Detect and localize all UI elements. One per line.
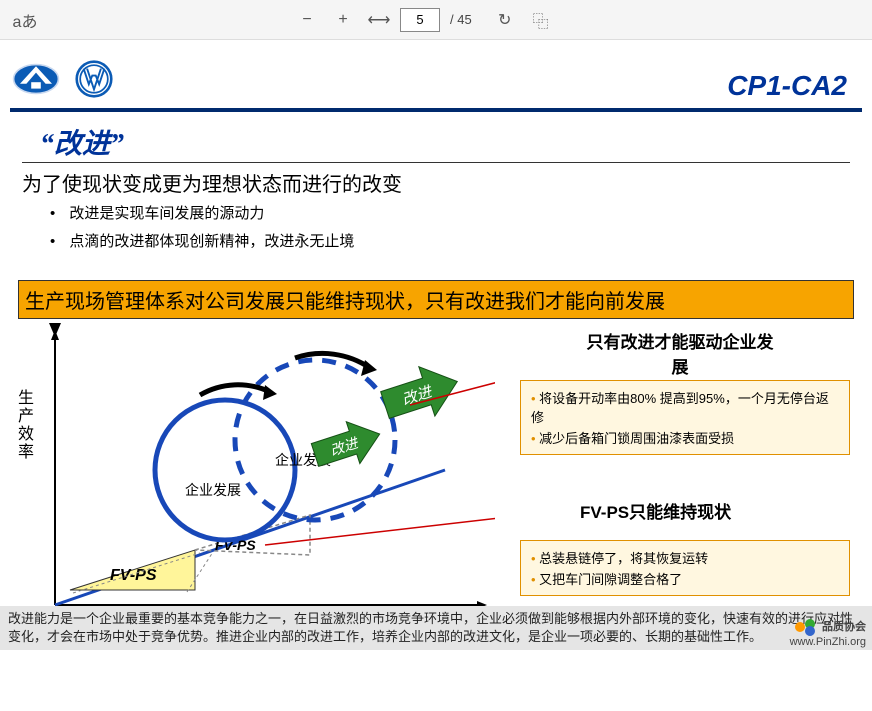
page-total-label: / 45 <box>450 12 472 27</box>
pdf-toolbar: aあ − + ⟷ / 45 ↻ ⿻ <box>0 0 872 40</box>
vw-logo-icon <box>70 60 118 98</box>
list-item: 减少后备箱门锁周围油漆表面受损 <box>531 427 839 448</box>
pinzhi-logo-icon <box>793 618 819 636</box>
list-item: 又把车门间隙调整合格了 <box>531 568 839 589</box>
watermark: 品质协会 www.PinZhi.org <box>790 618 866 648</box>
slide-content: CP1-CA2 “改进” 为了使现状变成更为理想状态而进行的改变 改进是实现车间… <box>0 40 872 650</box>
bullet-item: 点滴的改进都体现创新精神，改进永无止境 <box>50 228 354 256</box>
rotate-button[interactable]: ↻ <box>490 5 520 35</box>
callout-improve-title: 只有改进才能驱动企业发展 <box>580 328 780 378</box>
bullet-item: 改进是实现车间发展的源动力 <box>50 200 354 228</box>
footer-note: 改进能力是一个企业最重要的基本竞争能力之一，在日益激烈的市场竞争环境中，企业必须… <box>0 606 872 650</box>
page-number-input[interactable] <box>400 8 440 32</box>
watermark-url: www.PinZhi.org <box>790 636 866 648</box>
callout-improve-box: 将设备开动率由80% 提高到95%，一个月无停台返修 减少后备箱门锁周围油漆表面… <box>520 380 850 455</box>
svg-text:企业发展: 企业发展 <box>185 482 241 498</box>
slide-title: “改进” <box>40 122 124 162</box>
header-rule <box>10 108 862 112</box>
list-item: 总装悬链停了，将其恢复运转 <box>531 547 839 568</box>
page-view-button[interactable]: ⿻ <box>526 5 556 35</box>
callout-fvps-title: FV-PS只能维持现状 <box>580 498 731 523</box>
title-underline <box>22 162 850 163</box>
zoom-in-button[interactable]: + <box>328 5 358 35</box>
bullet-list: 改进是实现车间发展的源动力 点滴的改进都体现创新精神，改进永无止境 <box>50 200 354 256</box>
diagram-svg: FV-PS FV-PS 企业发展 企业发展 改进 改进 <box>15 320 495 615</box>
faw-logo-icon <box>12 60 60 98</box>
callout-fvps-box: 总装悬链停了，将其恢复运转 又把车门间隙调整合格了 <box>520 540 850 596</box>
slide-subtitle: 为了使现状变成更为理想状态而进行的改变 <box>22 168 402 197</box>
zoom-out-button[interactable]: − <box>292 5 322 35</box>
watermark-cn: 品质协会 <box>822 621 866 633</box>
fit-width-button[interactable]: ⟷ <box>364 5 394 35</box>
y-axis-label: 生产效率 <box>17 390 35 462</box>
improvement-diagram: 生产效率 FV-PS FV-PS <box>15 320 495 615</box>
highlight-banner: 生产现场管理体系对公司发展只能维持现状，只有改进我们才能向前发展 <box>18 280 854 319</box>
list-item: 将设备开动率由80% 提高到95%，一个月无停台返修 <box>531 387 839 427</box>
slide-code: CP1-CA2 <box>727 70 847 102</box>
brand-logos <box>12 60 118 98</box>
wedge-label: FV-PS <box>110 567 157 584</box>
language-button[interactable]: aあ <box>10 5 40 35</box>
